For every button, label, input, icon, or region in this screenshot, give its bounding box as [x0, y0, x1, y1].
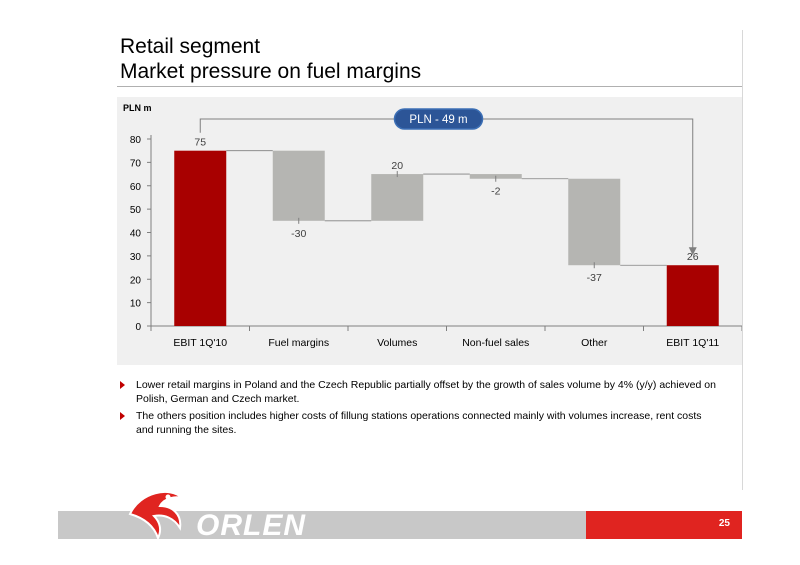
title-line-1: Retail segment	[120, 35, 261, 58]
bullet-text: Lower retail margins in Poland and the C…	[136, 379, 716, 405]
waterfall-bar	[174, 150, 227, 326]
x-category-label: Non-fuel sales	[462, 337, 529, 349]
y-tick-label: 60	[130, 182, 142, 193]
slide-title: Retail segment Market pressure on fuel m…	[120, 34, 421, 84]
waterfall-bar	[666, 265, 719, 326]
y-tick-label: 20	[130, 275, 142, 286]
bullet-item: The others position includes higher cost…	[120, 409, 720, 437]
data-label: 26	[687, 251, 699, 263]
y-tick-label: 30	[130, 252, 142, 263]
right-divider	[742, 30, 743, 490]
data-label: 75	[194, 137, 206, 149]
x-category-label: EBIT 1Q'10	[173, 337, 227, 349]
bullet-arrow-icon	[120, 381, 125, 389]
y-tick-label: 70	[130, 158, 142, 169]
bullet-text: The others position includes higher cost…	[136, 410, 702, 436]
orlen-logo-text: ORLEN	[196, 509, 306, 542]
annotation-arrow-icon	[688, 247, 697, 256]
waterfall-bar	[272, 150, 325, 221]
annotation-label: PLN - 49 m	[409, 114, 467, 126]
y-tick-label: 50	[130, 205, 142, 216]
title-divider	[117, 86, 742, 87]
waterfall-chart: PLN m 0 10 20 30 40 50 60 70 80 EBIT 1Q'10 75 Fuel m…	[123, 103, 742, 349]
x-category-label: EBIT 1Q'11	[666, 337, 719, 349]
x-category-label: Fuel margins	[268, 337, 329, 349]
y-tick-label: 80	[130, 135, 142, 146]
orlen-eagle-logo-icon	[128, 490, 183, 540]
data-label: 20	[391, 160, 403, 172]
bullet-arrow-icon	[120, 412, 125, 420]
waterfall-bar	[568, 178, 621, 266]
x-category-label: Other	[581, 337, 608, 349]
data-label: -2	[491, 186, 500, 198]
waterfall-bar	[371, 174, 424, 221]
footer-bar-red	[586, 511, 742, 539]
title-line-2: Market pressure on fuel margins	[120, 60, 422, 83]
data-label: -37	[587, 272, 602, 284]
unit-label: PLN m	[123, 103, 152, 113]
bullet-item: Lower retail margins in Poland and the C…	[120, 378, 720, 406]
annotation-pill	[393, 108, 484, 130]
y-tick-label: 0	[135, 322, 141, 333]
y-tick-label: 10	[130, 299, 142, 310]
bullet-list: Lower retail margins in Poland and the C…	[120, 378, 720, 440]
x-category-label: Volumes	[377, 337, 417, 349]
data-label: -30	[291, 228, 306, 240]
page-number: 25	[718, 518, 730, 529]
y-tick-label: 40	[130, 229, 142, 240]
